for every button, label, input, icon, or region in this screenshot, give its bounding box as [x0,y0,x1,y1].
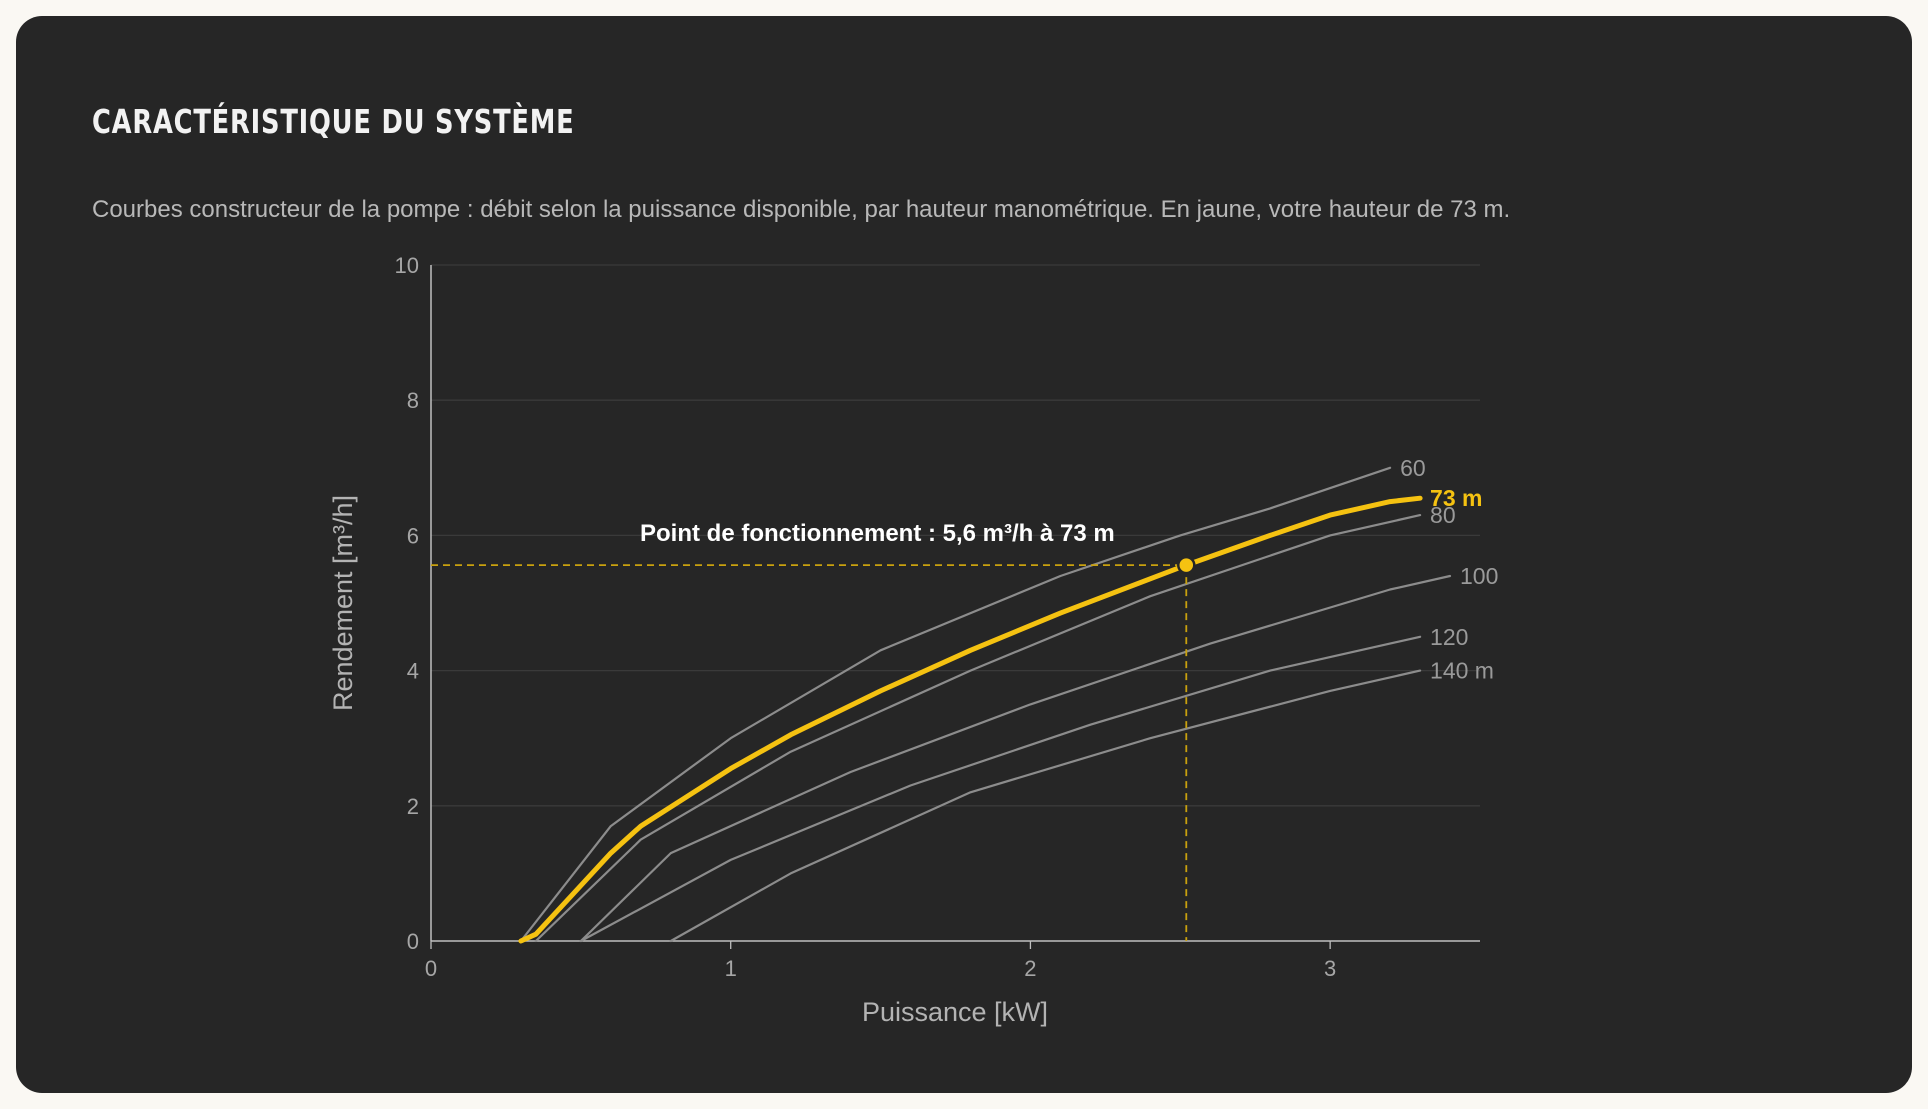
series-label-120: 120 [1430,624,1468,650]
series-label-73-m: 73 m [1430,485,1482,511]
series-line-73-m [518,495,1423,944]
y-tick-label: 8 [407,388,419,413]
series-label-100: 100 [1460,563,1498,589]
series-lines [518,466,1452,944]
y-tick-label: 6 [407,523,419,548]
axes: 0 2 4 6 8 10 0 1 2 3 [395,253,1480,981]
x-tick-label: 0 [425,956,437,981]
grid [431,264,1480,807]
series-label-140-m: 140 m [1430,658,1494,684]
series-label-80: 80 [1430,502,1456,528]
chart-card: CARACTÉRISTIQUE DU SYSTÈME Courbes const… [16,16,1912,1093]
y-tick-label: 10 [395,253,419,278]
y-tick-label: 2 [407,794,419,819]
page-title: CARACTÉRISTIQUE DU SYSTÈME [92,102,575,141]
x-tick-label: 2 [1024,956,1036,981]
series-label-60: 60 [1400,455,1426,481]
x-axis-label: Puissance [kW] [862,997,1048,1027]
y-axis-label: Rendement [m³/h] [328,495,358,711]
x-tick-label: 3 [1324,956,1336,981]
operating-point-marker [1177,555,1196,575]
operating-point-label: Point de fonctionnement : 5,6 m³/h à 73 … [640,520,1115,547]
operating-point-guides [431,555,1196,941]
series-line-60 [519,466,1392,943]
series-line-100 [579,574,1452,943]
y-tick-label: 0 [407,929,419,954]
series-line-120 [579,635,1422,943]
series-line-80 [534,513,1422,943]
y-tick-label: 4 [407,659,419,684]
series-line-140-m [669,669,1422,943]
page-subtitle: Courbes constructeur de la pompe : débit… [92,196,1511,223]
x-tick-label: 1 [725,956,737,981]
